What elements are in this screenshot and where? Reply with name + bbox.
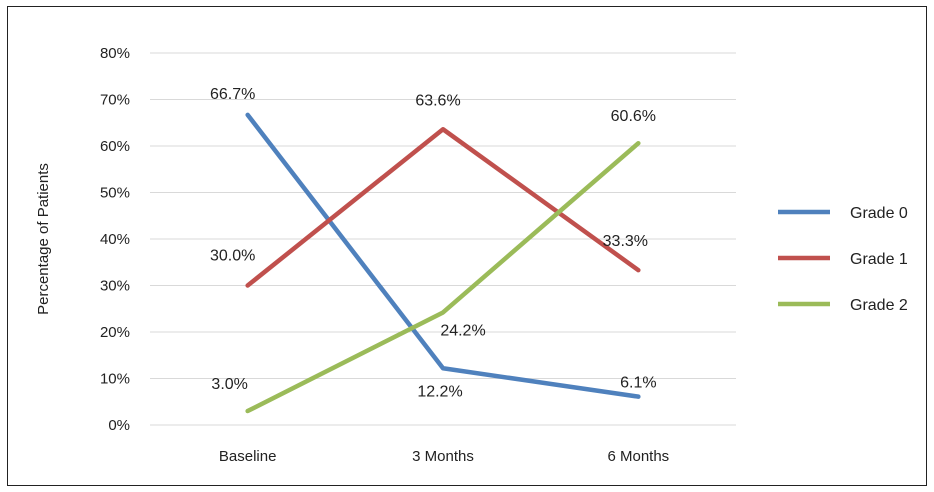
data-label: 24.2% [440, 322, 485, 339]
data-label: 66.7% [210, 86, 255, 103]
y-tick-label: 70% [100, 92, 130, 109]
legend-label: Grade 2 [850, 297, 908, 314]
data-label: 12.2% [417, 383, 462, 400]
y-tick-label: 0% [108, 417, 130, 434]
data-labels: 66.7% 12.2% 6.1% 30.0% 63.6% 33.3% 3.0% 24.2% 60… [210, 86, 657, 400]
data-label: 33.3% [603, 233, 648, 250]
data-label: 60.6% [611, 108, 656, 125]
x-tick-label: 3 Months [412, 448, 474, 465]
y-tick-label: 10% [100, 371, 130, 388]
legend-label: Grade 1 [850, 251, 908, 268]
legend: Grade 0 Grade 1 Grade 2 [778, 205, 908, 314]
x-tick-label: Baseline [219, 448, 277, 465]
line-chart: 0% 10% 20% 30% 40% 50% 60% 70% 80% Baseline 3 Mon… [35, 45, 908, 465]
series-line-grade-0 [245, 112, 641, 399]
y-tick-label: 30% [100, 278, 130, 295]
chart-frame: 0% 10% 20% 30% 40% 50% 60% 70% 80% Baseline 3 Mon… [7, 6, 927, 486]
y-tick-label: 80% [100, 45, 130, 62]
y-tick-label: 50% [100, 185, 130, 202]
y-tick-label: 20% [100, 324, 130, 341]
data-label: 63.6% [415, 92, 460, 109]
legend-label: Grade 0 [850, 205, 908, 222]
y-tick-label: 40% [100, 231, 130, 248]
x-tick-label: 6 Months [607, 448, 669, 465]
data-label: 6.1% [620, 375, 656, 392]
data-label: 30.0% [210, 248, 255, 265]
y-axis-title: Percentage of Patients [35, 163, 52, 315]
series-lines [245, 112, 641, 414]
y-axis-ticks: 0% 10% 20% 30% 40% 50% 60% 70% 80% [100, 45, 130, 434]
y-tick-label: 60% [100, 138, 130, 155]
series-line-grade-1 [245, 127, 641, 288]
series-line-grade-2 [245, 140, 641, 414]
x-axis-ticks: Baseline 3 Months 6 Months [219, 448, 669, 465]
data-label: 3.0% [211, 376, 247, 393]
